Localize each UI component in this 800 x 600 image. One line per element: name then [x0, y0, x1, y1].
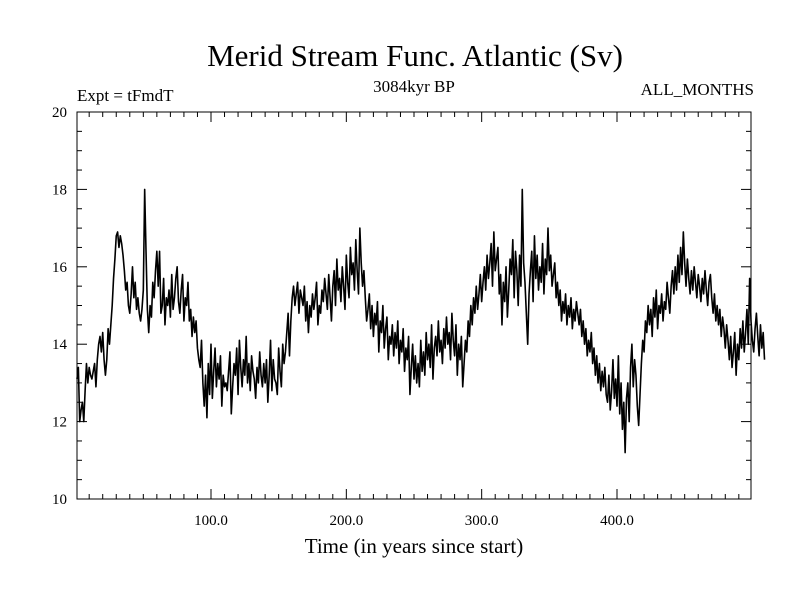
- x-axis-label: Time (in years since start): [305, 534, 524, 558]
- chart-title: Merid Stream Func. Atlantic (Sv): [207, 38, 623, 73]
- y-tick-label: 12: [52, 415, 67, 431]
- y-tick-label: 16: [52, 260, 68, 276]
- y-tick-label: 20: [52, 105, 67, 121]
- y-tick-label: 14: [52, 337, 68, 353]
- axis-tick-labels: 100.0 200.0 300.0 400.0 10 12 14 16 18 20: [52, 105, 634, 529]
- y-tick-label: 10: [52, 492, 67, 508]
- x-tick-label: 100.0: [194, 513, 228, 529]
- x-tick-label: 400.0: [600, 513, 634, 529]
- x-tick-label: 300.0: [465, 513, 499, 529]
- months-annotation: ALL_MONTHS: [641, 80, 754, 99]
- period-annotation: 3084kyr BP: [373, 77, 455, 96]
- experiment-annotation: Expt = tFmdT: [77, 86, 174, 105]
- series-line: [76, 188, 766, 454]
- y-tick-label: 18: [52, 182, 67, 198]
- x-tick-label: 200.0: [329, 513, 363, 529]
- plot-frame: [76, 111, 752, 500]
- axis-ticks: [77, 112, 751, 499]
